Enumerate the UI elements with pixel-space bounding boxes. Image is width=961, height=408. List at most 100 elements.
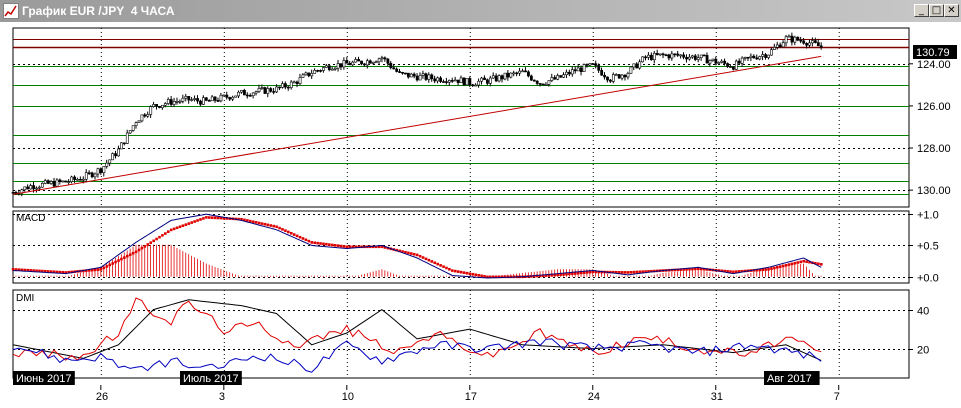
macd-signal-point: [814, 261, 817, 265]
candle-body: [436, 77, 440, 82]
macd-signal-point: [289, 231, 293, 235]
macd-line: [12, 213, 822, 279]
macd-signal-point: [617, 271, 621, 274]
candle-body: [632, 63, 636, 68]
macd-signal-point: [729, 270, 732, 273]
candle-body: [73, 176, 76, 180]
macd-signal-point: [284, 229, 287, 232]
candle-body: [99, 168, 103, 174]
candle-body: [477, 80, 481, 86]
macd-signal-point: [260, 222, 264, 225]
macd-axis-label: +1.0: [917, 210, 939, 222]
candle-body: [556, 75, 560, 80]
macd-signal-point: [576, 271, 580, 275]
candle-body: [497, 75, 501, 82]
macd-signal-point: [808, 260, 811, 264]
candle-body: [699, 54, 703, 59]
price-axis: 130.00 128.00 126.00 124.00: [909, 59, 951, 197]
macd-signal-point: [187, 222, 191, 225]
title-bar[interactable]: График EUR /JPY 4 ЧАСА _ □ ✕: [0, 0, 961, 22]
macd-signal-point: [295, 234, 299, 238]
macd-signal-point: [178, 225, 182, 229]
candle-body: [740, 57, 744, 64]
macd-signal-point: [20, 268, 24, 272]
candle-body: [629, 66, 633, 74]
maximize-button[interactable]: □: [929, 4, 944, 17]
candle-body: [316, 70, 320, 72]
macd-signal-point: [123, 256, 126, 259]
candle-body: [781, 42, 785, 48]
candle-body: [348, 62, 352, 66]
candle-body: [576, 67, 580, 72]
candle-body: [120, 142, 123, 150]
macd-signal-point: [23, 268, 27, 272]
candle-body: [787, 35, 791, 38]
candle-body: [761, 54, 765, 57]
candle-body: [743, 56, 747, 59]
macd-signal-point: [310, 241, 314, 244]
candle-body: [655, 52, 659, 56]
candle-body: [339, 63, 343, 68]
macd-signal-point: [287, 230, 290, 234]
close-button[interactable]: ✕: [944, 4, 959, 17]
candle-body: [342, 60, 346, 68]
chart-canvas[interactable]: 130.00 128.00 126.00 124.00 130.79 +1.0 +0.5…: [0, 22, 961, 408]
candle-body: [371, 61, 375, 64]
candle-body: [240, 90, 243, 93]
candle-body: [515, 72, 519, 75]
macd-signal-point: [720, 269, 724, 273]
candle-body: [295, 81, 299, 84]
macd-signal-point: [676, 268, 680, 272]
macd-signal-point: [401, 250, 404, 253]
candle-body: [415, 75, 419, 81]
macd-signal-point: [404, 250, 407, 254]
macd-signal-point: [383, 246, 387, 249]
candle-body: [281, 83, 284, 88]
candle-body: [237, 91, 240, 97]
macd-signal-point: [688, 267, 691, 271]
macd-signal-point: [451, 269, 454, 272]
day-label: 31: [711, 391, 723, 403]
dmi-plus-di-line: [12, 297, 822, 361]
macd-panel[interactable]: +1.0 +0.5 +0.0 MACD: [11, 210, 939, 285]
macd-signal-point: [497, 275, 501, 279]
candle-body: [553, 77, 557, 80]
candle-body: [38, 186, 41, 189]
macd-signal-point: [120, 257, 123, 261]
price-axis-label: 124.00: [917, 59, 951, 71]
dmi-panel[interactable]: 40 20 DMI: [12, 289, 929, 379]
candle-body: [275, 86, 279, 93]
candle-body: [702, 54, 706, 57]
candle-body: [286, 86, 290, 89]
candle-body: [737, 60, 741, 64]
candle-body: [178, 100, 182, 103]
dmi-axis: 40 20: [909, 306, 929, 357]
macd-signal-point: [105, 265, 109, 268]
candle-body: [509, 72, 513, 78]
macd-signal-point: [102, 266, 106, 270]
month-label: Июнь 2017: [16, 373, 72, 385]
macd-axis-label: +0.0: [917, 273, 939, 285]
macd-signal-point: [49, 270, 53, 273]
candle-body: [538, 83, 542, 85]
candle-body: [251, 92, 255, 97]
macd-signal-point: [155, 237, 158, 241]
candle-body: [70, 176, 74, 182]
macd-signal-point: [582, 271, 586, 274]
candle-body: [231, 96, 235, 100]
day-label: 3: [219, 391, 225, 403]
dmi-label: DMI: [16, 293, 34, 304]
trendline[interactable]: [12, 55, 822, 195]
candle-body: [483, 77, 486, 81]
candle-body: [184, 96, 188, 99]
price-panel[interactable]: 130.00 128.00 126.00 124.00 130.79: [11, 27, 957, 208]
macd-axis-label: +0.5: [917, 241, 939, 253]
macd-signal-point: [503, 275, 507, 279]
candle-body: [600, 70, 604, 76]
candle-body: [635, 63, 639, 69]
candle-body: [368, 60, 372, 64]
minimize-button[interactable]: _: [914, 4, 929, 17]
macd-signal-point: [641, 270, 644, 273]
candle-body: [117, 148, 120, 157]
candle-body: [644, 56, 647, 59]
